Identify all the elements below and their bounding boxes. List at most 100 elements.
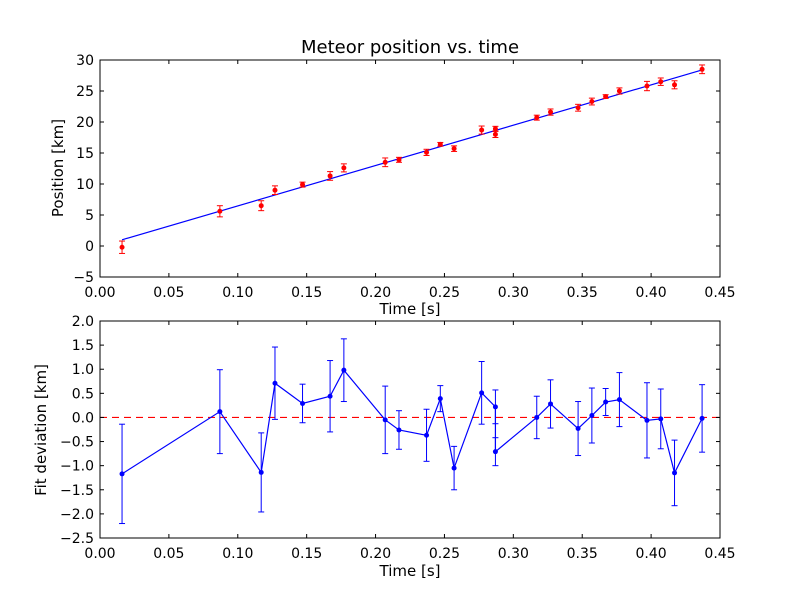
position-chart: Meteor position vs. time 0.00 0.05 0.10 0.1… xyxy=(49,37,736,318)
position-point xyxy=(258,203,264,209)
position-point xyxy=(548,109,554,115)
deviation-point xyxy=(424,432,430,438)
deviation-chart-ytick-label: −1.5 xyxy=(60,483,94,499)
deviation-chart-marks xyxy=(100,338,720,525)
position-chart-xtick-label: 0.15 xyxy=(291,285,322,301)
deviation-chart-xtick-label: 0.45 xyxy=(704,546,735,562)
deviation-point xyxy=(492,449,498,455)
position-chart-xlabel: Time [s] xyxy=(379,300,441,318)
position-point xyxy=(341,165,347,171)
deviation-point xyxy=(492,404,498,410)
position-chart-xtick-label: 0.00 xyxy=(84,285,115,301)
position-chart-ytick-label: 20 xyxy=(76,115,94,131)
position-chart-ylabel: Position [km] xyxy=(49,119,67,217)
deviation-chart-xtick-label: 0.05 xyxy=(153,546,184,562)
position-chart-ytick-label: 25 xyxy=(76,84,94,100)
deviation-point xyxy=(396,427,402,433)
position-point xyxy=(437,141,443,147)
position-chart-xtick-label: 0.40 xyxy=(636,285,667,301)
deviation-point xyxy=(644,417,650,423)
position-point xyxy=(327,173,333,179)
position-point xyxy=(534,115,540,121)
deviation-chart-ytick-label: −2.5 xyxy=(60,531,94,547)
position-point xyxy=(396,157,402,163)
deviation-chart-xtick-label: 0.35 xyxy=(567,546,598,562)
deviation-point xyxy=(575,426,581,432)
deviation-chart-ytick-label: 0.5 xyxy=(72,386,94,402)
deviation-point xyxy=(300,400,306,406)
deviation-point xyxy=(699,415,705,421)
position-point xyxy=(217,208,223,214)
deviation-point xyxy=(272,380,278,386)
position-chart-ytick-label: 5 xyxy=(85,208,94,224)
position-point xyxy=(272,187,278,193)
position-chart-ytick-label: 0 xyxy=(85,239,94,255)
deviation-point xyxy=(534,414,540,420)
deviation-point xyxy=(258,469,264,475)
deviation-chart-frame xyxy=(99,320,721,539)
position-point xyxy=(300,182,306,188)
position-chart-xtick-label: 0.30 xyxy=(498,285,529,301)
deviation-point xyxy=(382,417,388,423)
deviation-chart-xtick-label: 0.30 xyxy=(498,546,529,562)
position-chart-xtick-label: 0.05 xyxy=(153,285,184,301)
deviation-chart-ytick-label: 1.0 xyxy=(72,362,94,378)
position-point xyxy=(492,131,498,137)
deviation-point xyxy=(658,416,664,422)
deviation-chart-xtick-label: 0.25 xyxy=(429,546,460,562)
deviation-chart-ytick-label: −0.5 xyxy=(60,435,94,451)
deviation-chart-ytick-label: −2.0 xyxy=(60,507,94,523)
deviation-chart-ytick-label: 1.5 xyxy=(72,338,94,354)
position-chart-ticks: 0.00 0.05 0.10 0.15 0.20 0.25 0.30 0.35 0.40 0.45… xyxy=(73,53,735,301)
position-point xyxy=(658,79,664,85)
deviation-chart-xtick-label: 0.40 xyxy=(636,546,667,562)
deviation-chart-xtick-label: 0.20 xyxy=(360,546,391,562)
position-point xyxy=(492,126,498,132)
position-chart-ytick-label: 30 xyxy=(76,53,94,69)
position-point xyxy=(479,127,485,133)
position-chart-marks xyxy=(119,64,706,254)
position-chart-ytick-label: 15 xyxy=(76,146,94,162)
deviation-point xyxy=(616,397,622,403)
deviation-point xyxy=(548,401,554,407)
deviation-point xyxy=(451,465,457,471)
position-chart-xtick-label: 0.10 xyxy=(222,285,253,301)
deviation-chart-xtick-label: 0.15 xyxy=(291,546,322,562)
position-point xyxy=(424,149,430,155)
position-point xyxy=(603,94,609,100)
position-chart-title: Meteor position vs. time xyxy=(301,37,519,58)
position-chart-frame xyxy=(99,59,721,278)
deviation-point xyxy=(479,390,485,396)
deviation-point xyxy=(217,409,223,415)
deviation-chart-ytick-label: 0.0 xyxy=(72,410,94,426)
position-point xyxy=(382,159,388,165)
deviation-point xyxy=(589,413,595,419)
position-chart-xtick-label: 0.25 xyxy=(429,285,460,301)
deviation-point xyxy=(119,471,125,477)
deviation-chart: 0.00 0.05 0.10 0.15 0.20 0.25 0.30 0.35 0.40 0.45… xyxy=(32,314,736,580)
deviation-chart-ytick-label: 2.0 xyxy=(72,314,94,330)
position-point xyxy=(616,88,622,94)
position-chart-xtick-label: 0.45 xyxy=(704,285,735,301)
position-chart-xtick-label: 0.20 xyxy=(360,285,391,301)
position-chart-ytick-label: 10 xyxy=(76,177,94,193)
deviation-chart-ylabel: Fit deviation [km] xyxy=(32,364,50,496)
position-point xyxy=(672,82,678,88)
deviation-point xyxy=(327,393,333,399)
position-point xyxy=(589,99,595,105)
deviation-chart-xtick-label: 0.00 xyxy=(84,546,115,562)
position-point xyxy=(119,244,125,250)
deviation-point xyxy=(672,470,678,476)
deviation-chart-xlabel: Time [s] xyxy=(379,562,441,580)
deviation-chart-xtick-label: 0.10 xyxy=(222,546,253,562)
position-point xyxy=(451,146,457,152)
deviation-point xyxy=(603,399,609,405)
position-point xyxy=(644,83,650,89)
deviation-chart-ticks: 0.00 0.05 0.10 0.15 0.20 0.25 0.30 0.35 0.40 0.45… xyxy=(60,314,736,562)
position-chart-ytick-label: −5 xyxy=(73,270,94,286)
deviation-point xyxy=(341,367,347,373)
position-point xyxy=(575,105,581,111)
deviation-chart-ytick-label: −1.0 xyxy=(60,459,94,475)
